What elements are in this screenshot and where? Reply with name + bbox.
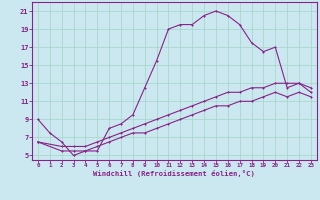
X-axis label: Windchill (Refroidissement éolien,°C): Windchill (Refroidissement éolien,°C): [93, 170, 255, 177]
